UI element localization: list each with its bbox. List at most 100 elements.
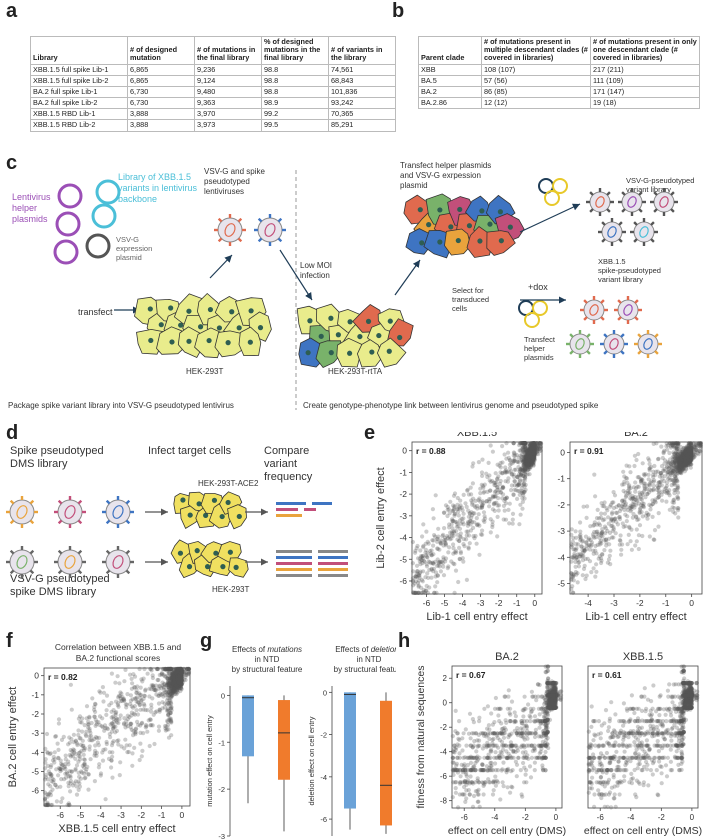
scatter-point (637, 523, 643, 528)
spike (583, 316, 588, 321)
y-tick-label: -6 (31, 786, 39, 796)
scatter-point (76, 716, 81, 721)
scatter-point (533, 447, 538, 452)
scatter-point (430, 507, 435, 512)
scatter-point (504, 456, 509, 461)
scatter-point (528, 452, 533, 457)
spike (237, 237, 243, 243)
scatter-point (423, 550, 428, 555)
y-tick-label: -1 (399, 467, 407, 477)
y-axis-label: Lib-2 cell entry effect (375, 467, 387, 568)
scatter-point (131, 733, 136, 738)
scatter-point (437, 547, 442, 552)
scatter-point (531, 452, 536, 457)
scatter-point (107, 750, 112, 755)
y-tick-label: 0 (323, 688, 327, 697)
scatter-point (525, 462, 530, 467)
y-tick-label: -2 (320, 731, 327, 740)
spike (601, 238, 606, 243)
scatter-point (449, 536, 454, 541)
scatter-point (627, 464, 632, 469)
spike (569, 333, 574, 338)
scatter-point (599, 558, 604, 563)
scatter-point (116, 720, 121, 726)
scatter-point (673, 456, 678, 461)
scatter-point (68, 754, 73, 759)
scatter-point (74, 792, 80, 797)
scatter-point (449, 533, 455, 538)
text-line: transduced (452, 295, 489, 304)
scatter-point (82, 757, 87, 762)
scatter-point (532, 457, 537, 462)
scatter-point (530, 454, 535, 459)
scatter-point (115, 674, 120, 679)
scatter-point (526, 450, 531, 455)
scatter-point (431, 566, 437, 571)
nucleus (347, 319, 353, 325)
scatter-point (526, 451, 531, 457)
chart-title-line: Correlation between XBB.1.5 and (55, 642, 181, 652)
scatter-point (533, 450, 538, 455)
scatter-point (525, 456, 530, 461)
scatter-point (90, 696, 95, 701)
y-tick-label: -3 (557, 526, 565, 536)
scatter-point (626, 532, 631, 537)
scatter-point (524, 459, 529, 464)
virion-envelope (589, 191, 611, 213)
scatter-point (529, 450, 534, 455)
scatter-point (523, 469, 528, 475)
scatter-point (527, 455, 532, 460)
scatter-point (455, 502, 460, 507)
y-tick-label: 0 (34, 671, 39, 681)
scatter-point (102, 728, 107, 733)
table-cell: XBB.1.5 RBD Lib-1 (30, 108, 128, 121)
scatter-point (463, 501, 468, 506)
scatter-point (529, 447, 534, 452)
scatter-point (523, 464, 528, 469)
scatter-point (528, 461, 534, 467)
scatter-point (531, 451, 536, 456)
scatter-point (464, 577, 469, 582)
scatter-point (530, 449, 535, 454)
scatter-point (602, 548, 607, 553)
scatter-point (532, 450, 537, 455)
table-row: XBB 108 (107) 217 (211) (418, 63, 700, 76)
scatter-point (528, 446, 533, 451)
x-tick-label: -3 (477, 598, 485, 608)
scatter-point (76, 759, 81, 764)
scatter-point (73, 779, 78, 784)
scatter-point (115, 738, 120, 744)
scatter-point (530, 455, 536, 460)
scatter-point (473, 505, 478, 510)
scatter-point (93, 709, 98, 714)
scatter-point (492, 494, 497, 499)
table-cell: 9,124 (194, 74, 262, 87)
scatter-point (573, 529, 578, 534)
scatter-point (465, 529, 471, 534)
scatter-point (109, 671, 114, 676)
scatter-e-xbb15: -6 -5 -4 -3 -2 -1 00-1-2-3-4-5-6r = 0.88XBB.1.… (375, 432, 544, 623)
scatter-point (435, 563, 440, 568)
x-tick-label: -4 (97, 810, 105, 820)
scatter-point (169, 719, 174, 724)
scatter-point (571, 578, 576, 583)
scatter-point (676, 515, 681, 520)
spike (9, 499, 15, 505)
scatter-point (515, 475, 520, 480)
spike (586, 350, 591, 355)
scatter-point (527, 457, 532, 462)
scatter-point (526, 457, 531, 462)
scatter-point (445, 513, 450, 519)
nucleus (487, 221, 493, 227)
scatter-point (528, 454, 533, 459)
scatter-point (106, 756, 112, 761)
scatter-point (443, 503, 449, 508)
scatter-point (509, 472, 514, 477)
scatter-point (414, 563, 420, 568)
scatter-point (528, 441, 534, 446)
scatter-point (435, 580, 440, 585)
scatter-point (523, 460, 528, 465)
scatter-point (450, 795, 455, 800)
scatter-point (524, 453, 529, 458)
scatter-point (520, 447, 525, 452)
